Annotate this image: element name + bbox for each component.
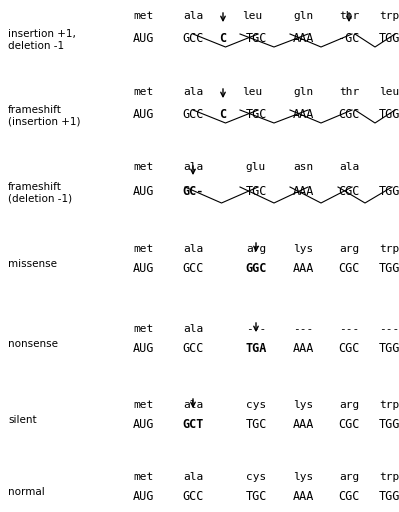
Text: CGC: CGC	[338, 185, 359, 198]
Text: GCC: GCC	[182, 262, 203, 275]
Text: TGG: TGG	[378, 342, 399, 355]
Text: AAA: AAA	[292, 342, 314, 355]
Text: asn: asn	[293, 162, 313, 172]
Text: AUG: AUG	[132, 108, 154, 121]
Text: arg: arg	[246, 244, 266, 254]
Text: trp: trp	[379, 244, 399, 254]
Text: GCT: GCT	[182, 418, 203, 431]
Text: TGG: TGG	[378, 185, 399, 198]
Text: trp: trp	[379, 11, 399, 21]
Text: ala: ala	[183, 244, 203, 254]
Text: gln: gln	[293, 11, 313, 21]
Text: frameshift
(insertion +1): frameshift (insertion +1)	[8, 105, 81, 126]
Text: AAA: AAA	[292, 418, 314, 431]
Text: AAA: AAA	[292, 490, 314, 503]
Text: ala: ala	[183, 472, 203, 482]
Text: TGC: TGC	[245, 108, 267, 121]
Text: CGC: CGC	[338, 418, 359, 431]
Text: lys: lys	[293, 244, 313, 254]
Text: trp: trp	[379, 400, 399, 410]
Text: insertion +1,
deletion -1: insertion +1, deletion -1	[8, 29, 76, 51]
Text: AUG: AUG	[132, 418, 154, 431]
Text: AUG: AUG	[132, 342, 154, 355]
Text: leu: leu	[242, 11, 262, 21]
Text: GGC: GGC	[245, 262, 267, 275]
Text: leu: leu	[242, 87, 262, 97]
Text: CGC: CGC	[338, 490, 359, 503]
Text: TGG: TGG	[378, 490, 399, 503]
Text: normal: normal	[8, 487, 45, 497]
Text: trp: trp	[379, 472, 399, 482]
Text: missense: missense	[8, 259, 57, 269]
Text: arg: arg	[339, 472, 359, 482]
Text: nonsense: nonsense	[8, 339, 58, 349]
Text: AAA: AAA	[292, 262, 314, 275]
Text: ---: ---	[339, 324, 359, 334]
Text: TGG: TGG	[378, 418, 399, 431]
Text: TGC: TGC	[245, 185, 267, 198]
Text: CGC: CGC	[338, 108, 359, 121]
Text: TGC: TGC	[245, 32, 267, 45]
Text: TGC: TGC	[245, 490, 267, 503]
Text: silent: silent	[8, 415, 37, 425]
Text: CGC: CGC	[338, 262, 359, 275]
Text: GCC: GCC	[182, 32, 203, 45]
Text: ---: ---	[246, 324, 266, 334]
Text: lys: lys	[293, 472, 313, 482]
Text: met: met	[133, 162, 153, 172]
Text: glu: glu	[246, 162, 266, 172]
Text: AUG: AUG	[132, 185, 154, 198]
Text: thr: thr	[339, 87, 359, 97]
Text: AAA: AAA	[292, 108, 314, 121]
Text: met: met	[133, 400, 153, 410]
Text: GCC: GCC	[182, 108, 203, 121]
Text: cys: cys	[246, 400, 266, 410]
Text: TGA: TGA	[245, 342, 267, 355]
Text: -GC: -GC	[338, 32, 359, 45]
Text: cys: cys	[246, 472, 266, 482]
Text: ---: ---	[379, 324, 399, 334]
Text: C: C	[219, 108, 227, 121]
Text: gln: gln	[293, 87, 313, 97]
Text: GCC: GCC	[182, 342, 203, 355]
Text: TGG: TGG	[378, 262, 399, 275]
Text: lys: lys	[293, 400, 313, 410]
Text: AUG: AUG	[132, 32, 154, 45]
Text: CGC: CGC	[338, 342, 359, 355]
Text: C: C	[219, 32, 227, 45]
Text: ala: ala	[339, 162, 359, 172]
Text: ala: ala	[183, 87, 203, 97]
Text: ala: ala	[183, 162, 203, 172]
Text: AAA: AAA	[292, 185, 314, 198]
Text: leu: leu	[379, 87, 399, 97]
Text: met: met	[133, 11, 153, 21]
Text: thr: thr	[339, 11, 359, 21]
Text: GC-: GC-	[182, 185, 203, 198]
Text: AUG: AUG	[132, 490, 154, 503]
Text: AAA: AAA	[292, 32, 314, 45]
Text: arg: arg	[339, 244, 359, 254]
Text: ala: ala	[183, 400, 203, 410]
Text: ---: ---	[293, 324, 313, 334]
Text: arg: arg	[339, 400, 359, 410]
Text: AUG: AUG	[132, 262, 154, 275]
Text: met: met	[133, 472, 153, 482]
Text: met: met	[133, 324, 153, 334]
Text: frameshift
(deletion -1): frameshift (deletion -1)	[8, 182, 72, 204]
Text: ala: ala	[183, 324, 203, 334]
Text: GCC: GCC	[182, 490, 203, 503]
Text: ala: ala	[183, 11, 203, 21]
Text: TGG: TGG	[378, 108, 399, 121]
Text: TGG: TGG	[378, 32, 399, 45]
Text: met: met	[133, 87, 153, 97]
Text: met: met	[133, 244, 153, 254]
Text: TGC: TGC	[245, 418, 267, 431]
